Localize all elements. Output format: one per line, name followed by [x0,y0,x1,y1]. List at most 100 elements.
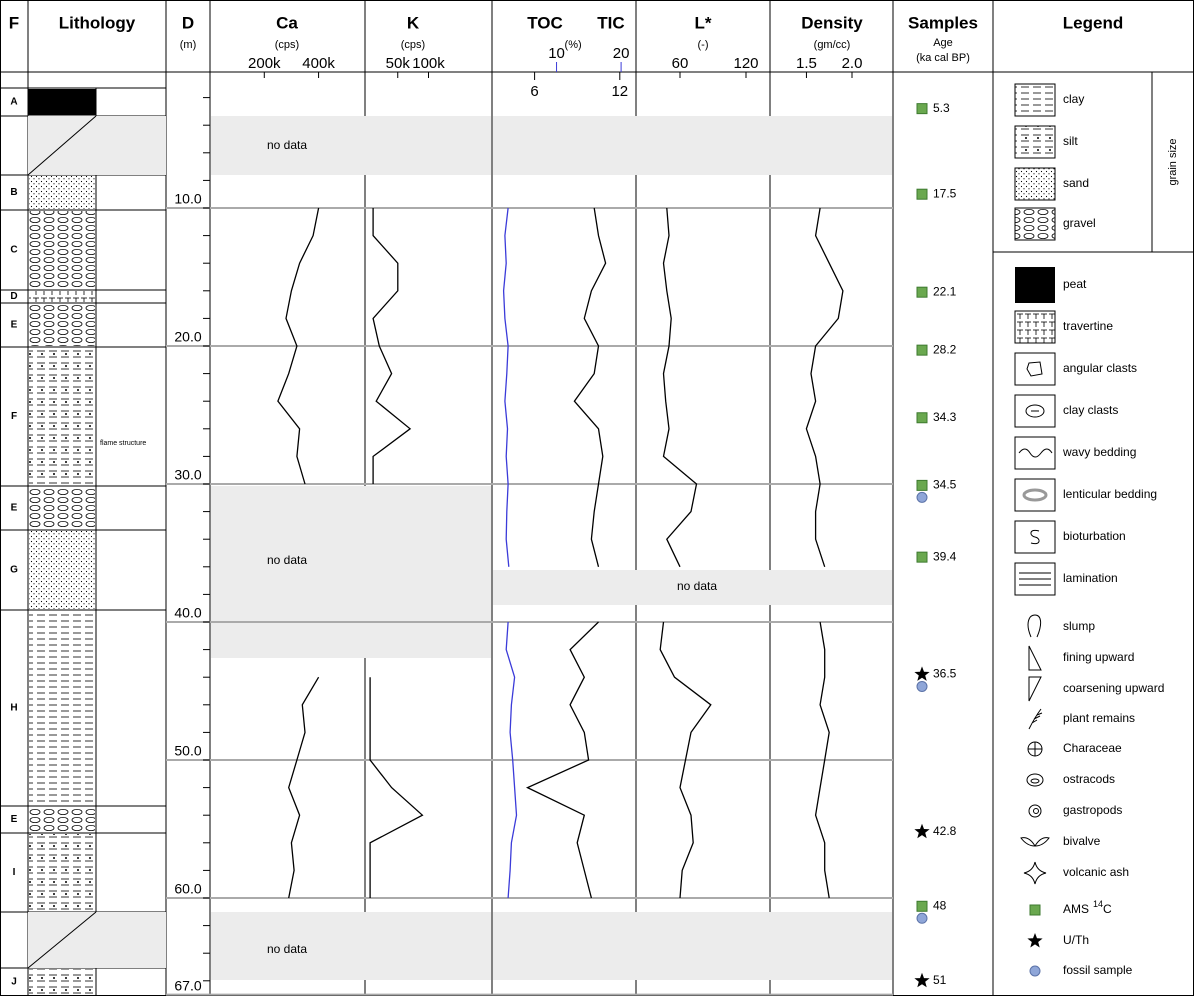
no-core [28,912,166,968]
uth-marker [1027,933,1042,948]
facies-header: F [9,13,19,32]
legend-label: volcanic ash [1063,865,1129,879]
log-tick-label: 60 [672,55,689,72]
ams-marker [917,552,927,562]
facies-label: E [11,503,18,514]
log-tick-label: 6 [530,83,538,100]
legend-label-part: U/Th [1063,933,1089,947]
no-data-label: no data [267,138,307,152]
facies-label: E [11,814,18,825]
facies-label: C [10,245,17,256]
ams-marker [917,901,927,911]
grain-size-label: grain size [1167,138,1179,185]
fossil-marker [1030,966,1040,976]
log-title: Ca [276,13,298,32]
legend-label-part: peat [1063,277,1087,291]
legend-label-part: volcanic ash [1063,865,1129,879]
legend-label: bivalve [1063,834,1101,848]
legend-label: travertine [1063,319,1113,333]
ams-marker [917,287,927,297]
gastropod-symbol [1029,805,1041,817]
slump-symbol [1028,615,1041,637]
gastropod-symbol [1034,809,1039,814]
sample-age: 22.1 [933,284,957,298]
log-curve [660,208,711,898]
legend-label: angular clasts [1063,361,1137,375]
ams-marker [1030,905,1040,915]
log-title: TOC [527,13,563,32]
no-data-band [211,912,491,980]
facies-label: B [10,187,17,198]
no-data-label: no data [677,579,717,593]
uth-marker [914,973,929,988]
legend-label-part: ostracods [1063,772,1115,786]
lithology-note: flame structure [100,440,146,447]
log-title: K [407,13,420,32]
sample-age: 48 [933,898,947,912]
legend-label: lenticular bedding [1063,487,1157,501]
legend-label: clay clasts [1063,403,1118,417]
no-data-label: no data [267,553,307,567]
legend-label-part: AMS [1063,902,1089,916]
lithology-fill [29,211,95,289]
legend-label-part: fossil sample [1063,963,1133,977]
legend-label-part: sand [1063,176,1089,190]
log-curve [806,208,843,898]
legend-label: bioturbation [1063,529,1126,543]
legend-label-part: clay clasts [1063,403,1118,417]
log-tick-label: 100k [412,55,445,72]
lithology-fill [29,969,95,995]
depth-tick-label: 60.0 [174,881,201,897]
legend-label-part: coarsening upward [1063,681,1164,695]
log-tick-label: 12 [611,83,628,100]
lithology-fill [29,807,95,832]
facies-label: A [10,97,17,108]
legend-label: slump [1063,619,1095,633]
legend-label: peat [1063,277,1087,291]
legend-label: sand [1063,176,1089,190]
ostracod-symbol [1031,779,1039,783]
log-title: TIC [597,13,624,32]
no-data-band [493,116,892,175]
fossil-marker [917,492,927,502]
legend-label-part: wavy bedding [1062,445,1136,459]
legend-label-part: slump [1063,619,1095,633]
peat-fill [28,89,96,115]
log-tick-label: 10 [548,45,565,62]
ams-marker [917,413,927,423]
legend-label: lamination [1063,571,1118,585]
log-curve [528,208,606,898]
depth-tick-label: 40.0 [174,605,201,621]
depth-tick-label: 50.0 [174,743,201,759]
log-title: L* [695,13,712,32]
core-log-figure: F Lithology D (m) Samples Age (ka cal BP… [0,0,1194,996]
facies-label: D [10,291,17,302]
legend-swatch [1015,208,1055,240]
sample-age: 36.5 [933,667,957,681]
depth-unit: (m) [180,39,197,51]
log-tick-label: 50k [386,55,411,72]
legend-header: Legend [1063,13,1123,32]
log-title: Density [801,13,863,32]
ams-marker [917,189,927,199]
fossil-marker [917,681,927,691]
legend-label: gastropods [1063,803,1122,817]
lithology-fill [29,304,95,346]
samples-header: Samples [908,13,978,32]
log-unit: (cps) [401,39,425,51]
bivalve-symbol [1021,838,1049,846]
sample-age: 28.2 [933,342,957,356]
log-tick-label: 20 [613,45,630,62]
legend-label-part: silt [1063,134,1078,148]
ams-marker [917,104,927,114]
depth-tick-label: 20.0 [174,329,201,345]
sample-age: 34.3 [933,410,957,424]
legend-label: coarsening upward [1063,681,1164,695]
legend-swatch [1015,126,1055,158]
depth-tick-label: 10.0 [174,191,201,207]
sample-age: 17.5 [933,186,957,200]
depth-tick-label: 67.0 [174,977,201,993]
log-tick-label: 2.0 [842,55,863,72]
legend-swatch [1015,437,1055,469]
legend-label: wavy bedding [1062,445,1136,459]
